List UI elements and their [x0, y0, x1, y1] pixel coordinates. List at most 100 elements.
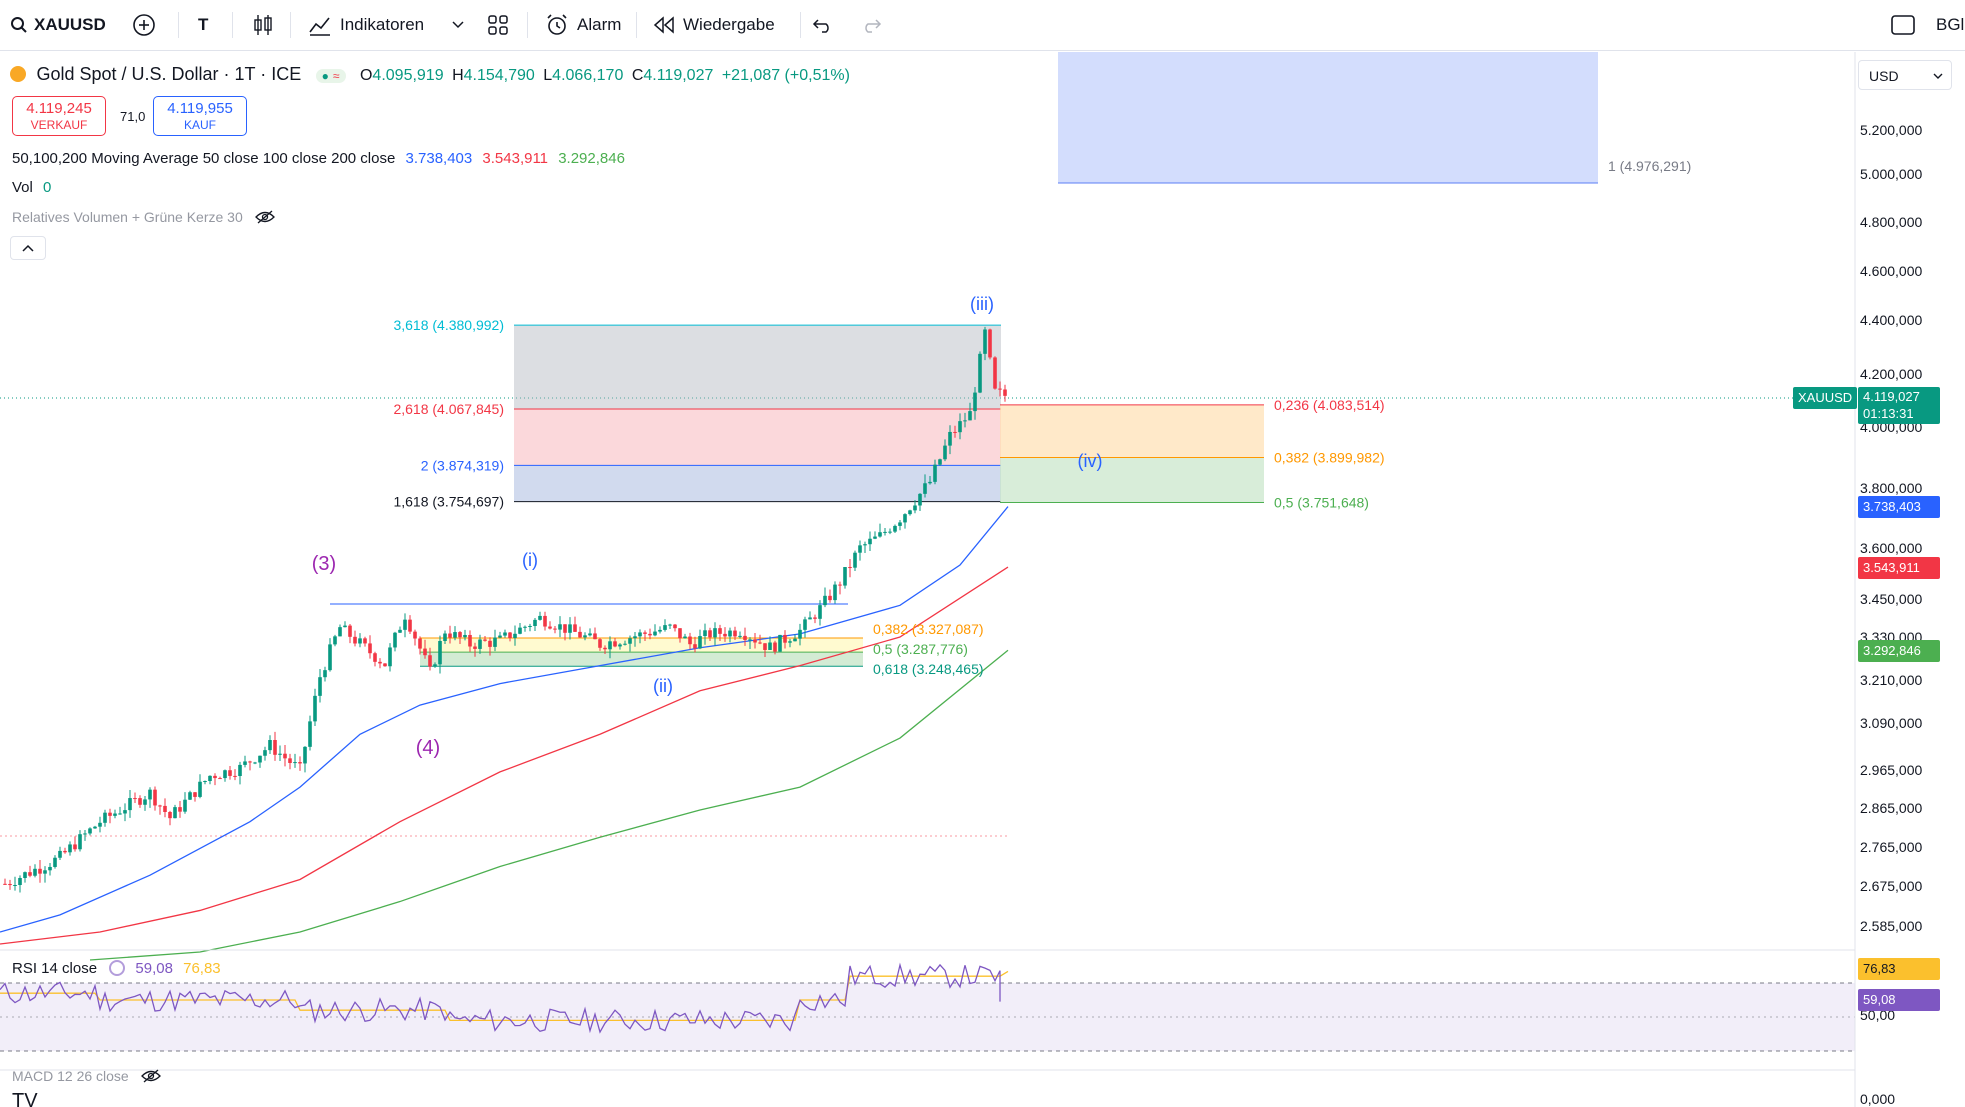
y-tick-label: 2.965,000: [1860, 762, 1922, 778]
candle-body: [708, 630, 712, 638]
candle-body: [558, 624, 562, 630]
candle-body: [533, 619, 537, 626]
candle-body: [363, 638, 367, 644]
undo-icon: [812, 19, 829, 33]
candle-body: [678, 628, 682, 639]
candle-body: [468, 634, 472, 647]
separator: [178, 12, 179, 38]
candle-body: [293, 762, 297, 764]
replay-button[interactable]: Wiedergabe: [653, 0, 775, 50]
rsi-legend-row[interactable]: RSI 14 close 59,08 76,83: [12, 960, 221, 977]
templates-button[interactable]: [487, 0, 509, 50]
candle-body: [858, 545, 862, 553]
alert-button[interactable]: Alarm: [545, 0, 621, 50]
fib-extension-band: [514, 409, 1001, 466]
candle-body: [408, 619, 412, 632]
candle-body: [13, 885, 17, 887]
macd-legend-row[interactable]: MACD 12 26 close: [12, 1068, 161, 1084]
candle-body: [38, 868, 42, 874]
candle-body: [323, 670, 327, 678]
rsi-line: [0, 962, 1001, 1034]
volume-legend-row[interactable]: Vol 0: [12, 179, 51, 196]
candle-body: [808, 617, 812, 620]
hidden-eye-icon[interactable]: [140, 1069, 161, 1083]
candle-body: [183, 799, 187, 812]
symbol-search[interactable]: XAUUSD: [10, 0, 106, 50]
candle-body: [458, 632, 462, 638]
candle-body: [938, 459, 942, 465]
rsi-settings-icon[interactable]: [109, 960, 126, 976]
candle-body: [928, 481, 932, 484]
target-label: 1 (4.976,291): [1608, 158, 1691, 174]
indicators-button[interactable]: Indikatoren: [308, 0, 424, 50]
candle-body: [848, 567, 852, 569]
candle-body: [838, 584, 842, 586]
y-tick-label: 3.090,000: [1860, 715, 1922, 731]
candle-body: [3, 883, 7, 885]
hidden-eye-icon[interactable]: [254, 210, 275, 224]
fullscreen-button[interactable]: [1890, 0, 1916, 50]
candle-body: [538, 615, 542, 620]
ma50-line: [0, 506, 1009, 933]
candle-body: [563, 624, 567, 633]
account-label[interactable]: BGln: [1936, 15, 1965, 34]
collapse-legend-button[interactable]: [10, 236, 46, 260]
candle-body: [728, 630, 732, 637]
candle-body: [573, 624, 577, 632]
candle-body: [783, 634, 787, 643]
candle-body: [428, 655, 432, 667]
sell-button[interactable]: 4.119,245 VERKAUF: [12, 96, 106, 136]
redo-button[interactable]: [860, 0, 882, 50]
candle-body: [688, 636, 692, 645]
candle-body: [888, 531, 892, 533]
buy-button[interactable]: 4.119,955 KAUF: [153, 96, 247, 136]
candle-body: [333, 636, 337, 645]
candle-body: [853, 552, 857, 568]
add-circle-icon: [133, 14, 155, 36]
candle-body: [833, 584, 837, 601]
chevron-down-icon: [452, 21, 464, 29]
indicators-dropdown[interactable]: [452, 0, 464, 50]
ma100-price-pill: 3.543,911: [1858, 557, 1940, 579]
candle-body: [353, 636, 357, 644]
text-tool-button[interactable]: T: [198, 15, 209, 34]
gold-symbol-icon: [10, 66, 26, 82]
wave-label: (3): [312, 553, 336, 575]
rel-volume-legend-row[interactable]: Relatives Volumen + Grüne Kerze 30: [12, 209, 275, 225]
candle-body: [213, 775, 217, 779]
ma-legend-row[interactable]: 50,100,200 Moving Average 50 close 100 c…: [12, 150, 625, 167]
candle-body: [488, 640, 492, 647]
ma-label: 50,100,200 Moving Average 50 close 100 c…: [12, 150, 396, 167]
open-label: O: [359, 67, 373, 84]
fib-lower-band: [420, 652, 863, 667]
candle-body: [343, 625, 347, 628]
candle-body: [843, 567, 847, 586]
candle-body: [963, 420, 967, 422]
candle-body: [658, 629, 662, 632]
candle-body: [628, 638, 632, 644]
fib-lower-label: 0,382 (3.327,087): [873, 621, 984, 637]
close-label: C: [631, 67, 644, 84]
candle-body: [338, 627, 342, 637]
market-status-icon[interactable]: ● ≈: [315, 69, 346, 83]
undo-button[interactable]: [812, 0, 834, 50]
candle-body: [303, 746, 307, 764]
candle-body: [943, 445, 947, 460]
candle-body: [28, 872, 32, 876]
candle-body: [548, 626, 552, 629]
candle-body: [478, 639, 482, 649]
candle-body: [673, 624, 677, 629]
candle-body: [823, 595, 827, 606]
candle-body: [453, 632, 457, 638]
candle-body: [158, 805, 162, 807]
rsi-ma-pill: 76,83: [1858, 958, 1940, 980]
candle-body: [773, 642, 777, 652]
chart-type-button[interactable]: [252, 0, 274, 50]
indicator-chart-icon: [309, 17, 330, 36]
compare-button[interactable]: [132, 0, 156, 50]
candle-body: [153, 789, 157, 806]
price-chart[interactable]: 1 (4.976,291) 3,618 (4.380,992) 2,618 (4.0…: [0, 52, 1965, 1107]
candle-body: [93, 826, 97, 829]
currency-select[interactable]: USD: [1858, 60, 1952, 90]
separator: [636, 12, 637, 38]
